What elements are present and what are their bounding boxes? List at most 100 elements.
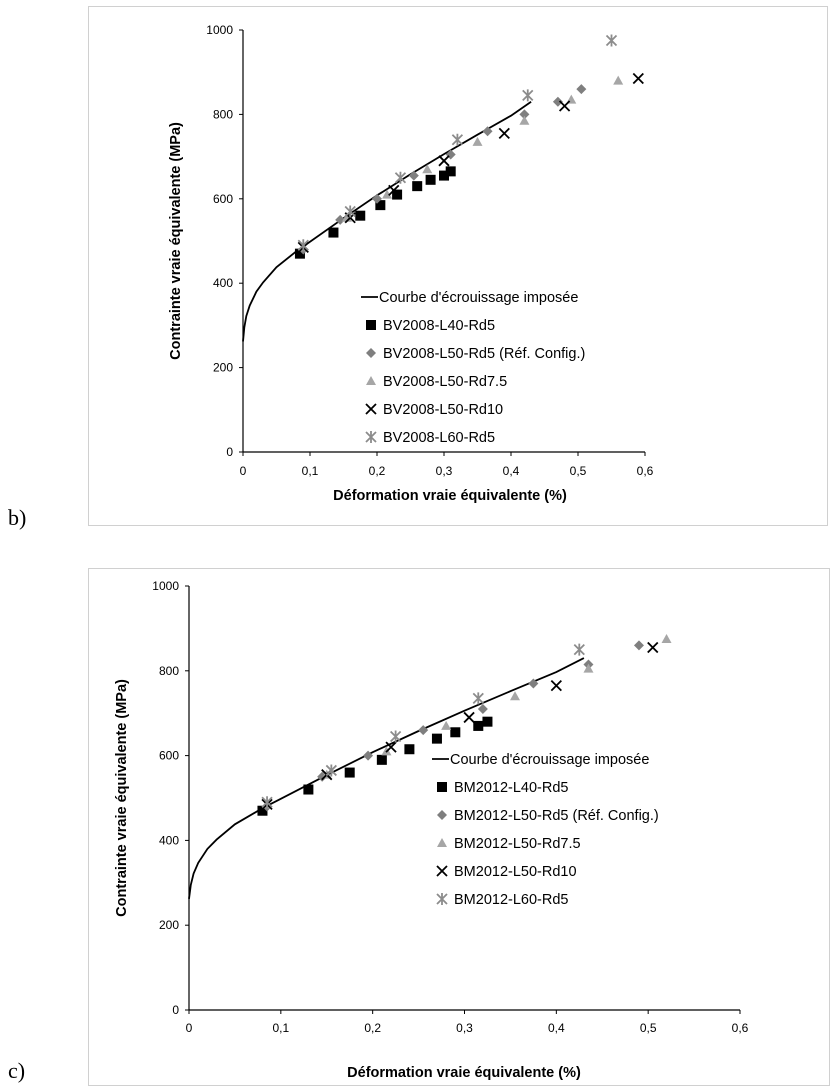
star-marker <box>605 34 618 47</box>
legend-label: BV2008-L60-Rd5 <box>383 430 495 446</box>
square-marker <box>328 227 339 238</box>
square-marker <box>294 248 305 259</box>
series-2 <box>298 75 624 252</box>
triangle-marker <box>661 634 672 643</box>
square-marker <box>404 744 415 755</box>
chart-frame <box>88 568 830 1086</box>
square-marker <box>303 784 314 795</box>
cross-marker <box>550 680 562 692</box>
legend-label: BV2008-L50-Rd10 <box>383 402 503 418</box>
triangle-marker <box>422 164 433 174</box>
legend-label: BV2008-L40-Rd5 <box>383 318 495 334</box>
cross-marker <box>498 127 510 140</box>
diamond-marker <box>552 96 563 107</box>
square-marker <box>439 170 449 181</box>
square-marker <box>450 727 461 738</box>
legend-swatch <box>437 838 447 847</box>
y-tick-label: 600 <box>159 749 179 763</box>
cross-marker <box>558 100 571 112</box>
star-marker <box>297 239 309 252</box>
chart-frame <box>88 6 828 526</box>
x-tick-label: 0,3 <box>456 1021 473 1035</box>
y-tick-label: 800 <box>159 664 179 678</box>
diamond-marker <box>482 126 493 137</box>
y-tick-label: 600 <box>213 192 233 206</box>
series-0 <box>294 166 456 259</box>
diamond-marker <box>528 678 539 689</box>
x-tick-label: 0,3 <box>436 464 453 478</box>
x-tick-label: 0,5 <box>640 1021 657 1035</box>
legend-label: BM2012-L50-Rd10 <box>454 864 577 880</box>
cross-marker <box>647 641 659 654</box>
cross-marker <box>438 155 450 167</box>
diamond-marker <box>477 703 488 714</box>
cross-marker <box>388 184 400 196</box>
y-tick-label: 200 <box>159 918 179 932</box>
diamond-marker <box>519 109 530 120</box>
diamond-marker <box>633 640 644 651</box>
x-tick-label: 0,4 <box>503 464 520 478</box>
square-marker <box>344 767 355 778</box>
star-marker <box>522 89 534 102</box>
y-axis-label: Contrainte vraie équivalente (MPa) <box>114 679 130 917</box>
legend-label: BM2012-L60-Rd5 <box>454 892 568 908</box>
series-0 <box>257 716 493 816</box>
square-marker <box>425 174 436 185</box>
cross-marker <box>463 711 475 724</box>
triangle-marker <box>519 115 530 125</box>
star-marker <box>472 692 484 705</box>
x-tick-label: 0,1 <box>272 1021 289 1035</box>
y-tick-label: 400 <box>159 833 179 847</box>
star-marker <box>573 643 585 656</box>
square-marker <box>376 754 387 765</box>
diamond-marker <box>408 170 419 181</box>
legend-swatch <box>437 782 447 792</box>
y-axis-label: Contrainte vraie équivalente (MPa) <box>168 122 184 360</box>
star-marker <box>261 796 273 809</box>
legend-swatch <box>436 865 448 877</box>
x-tick-label: 0,6 <box>732 1021 749 1035</box>
diamond-marker <box>576 84 587 95</box>
panel-letter-b: b) <box>8 505 27 530</box>
y-tick-label: 0 <box>226 445 233 459</box>
series-1 <box>298 84 587 255</box>
chart-panel-c: 0 200 400 600 800 1000 0 0,1 0,2 0,3 0,4 0,5 0,6 Défo… <box>88 568 830 1086</box>
diamond-marker <box>372 193 382 204</box>
x-tick-label: 0,1 <box>302 464 319 478</box>
diamond-marker <box>418 725 429 736</box>
x-tick-label: 0 <box>240 464 247 478</box>
chart-b: 0 200 400 600 800 1000 0 0,1 0,2 0,3 0,4 0,5 0,6 Défo… <box>88 6 828 526</box>
star-marker <box>325 764 337 777</box>
curve-line <box>188 657 585 900</box>
triangle-marker <box>613 75 624 85</box>
x-tick-label: 0,4 <box>548 1021 565 1035</box>
square-marker <box>355 210 366 221</box>
y-tick-label: 0 <box>172 1003 179 1017</box>
legend-swatch <box>366 348 376 358</box>
x-tick-label: 0,2 <box>364 1021 381 1035</box>
square-marker <box>375 200 386 211</box>
legend-swatch <box>365 431 377 443</box>
legend-label: Courbe d'écrouissage imposée <box>450 752 649 768</box>
star-marker <box>394 171 407 184</box>
legend-label: BM2012-L50-Rd5 (Réf. Config.) <box>454 808 659 824</box>
series-3 <box>297 72 644 253</box>
series-4 <box>261 643 585 809</box>
y-tick-label: 1000 <box>152 579 179 593</box>
legend-label: BM2012-L40-Rd5 <box>454 780 568 796</box>
square-marker <box>473 720 484 731</box>
square-marker <box>431 733 442 744</box>
star-marker <box>344 205 356 218</box>
legend-label: Courbe d'écrouissage imposée <box>379 290 578 306</box>
legend-swatch <box>366 376 376 385</box>
y-tick-label: 200 <box>213 361 233 375</box>
triangle-marker <box>472 136 483 146</box>
star-marker <box>451 133 464 146</box>
star-marker <box>389 730 402 743</box>
x-tick-label: 0 <box>186 1021 193 1035</box>
legend-swatch <box>437 810 447 820</box>
series-4 <box>297 34 618 252</box>
diamond-marker <box>363 750 374 761</box>
legend-label: BV2008-L50-Rd5 (Réf. Config.) <box>383 346 585 362</box>
x-tick-label: 0,5 <box>570 464 587 478</box>
